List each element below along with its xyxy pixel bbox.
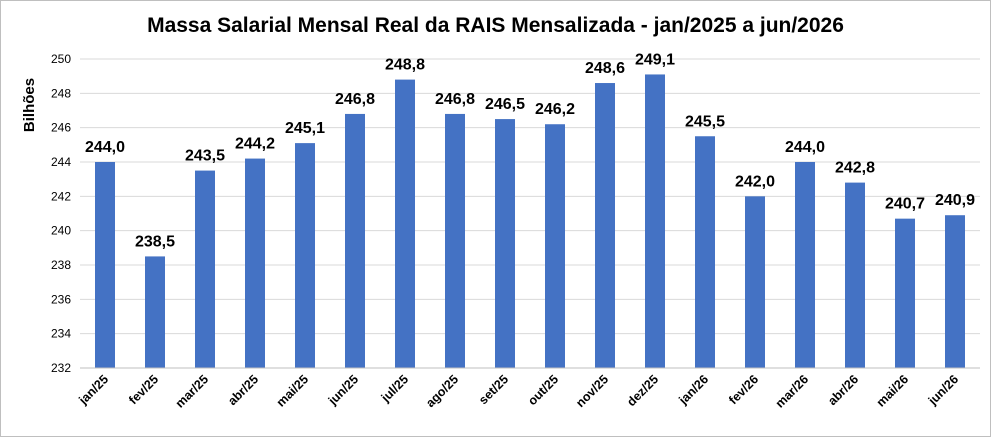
x-tick-label: jan/26 <box>675 372 711 408</box>
y-tick-label: 238 <box>51 258 71 272</box>
data-label: 246,2 <box>535 101 575 118</box>
x-tick-label: mai/26 <box>874 372 911 409</box>
x-tick-label: set/25 <box>476 372 511 407</box>
data-label: 238,5 <box>135 233 175 250</box>
bar <box>895 218 915 368</box>
data-label: 243,5 <box>185 148 225 165</box>
data-label: 242,8 <box>835 160 875 177</box>
data-label: 244,2 <box>235 136 275 153</box>
x-tick-label: ago/25 <box>423 372 461 410</box>
bar <box>145 256 165 368</box>
x-tick-label: jan/25 <box>75 372 111 408</box>
y-tick-label: 244 <box>51 155 71 169</box>
bar <box>945 215 965 368</box>
y-tick-label: 246 <box>51 121 71 135</box>
x-tick-label: mar/25 <box>173 372 211 410</box>
data-label: 240,7 <box>885 196 925 213</box>
x-tick-label: mar/26 <box>773 372 811 410</box>
x-tick-label: mai/25 <box>274 372 311 409</box>
bar <box>595 83 615 369</box>
data-label: 242,0 <box>735 173 775 190</box>
data-label: 246,8 <box>335 91 375 108</box>
x-tick-label: abr/25 <box>225 372 261 408</box>
bar <box>845 182 865 368</box>
x-tick-label: out/25 <box>525 372 561 408</box>
data-label: 245,5 <box>685 113 725 130</box>
x-tick-label: fev/26 <box>726 372 761 407</box>
x-tick-label: fev/25 <box>126 372 161 407</box>
bar <box>795 162 815 368</box>
data-label: 246,8 <box>435 91 475 108</box>
bar <box>245 158 265 368</box>
y-tick-label: 232 <box>51 361 71 375</box>
x-tick-label: abr/26 <box>825 372 861 408</box>
x-tick-label: jun/25 <box>325 372 361 408</box>
x-tick-label: dez/25 <box>624 372 661 409</box>
y-tick-label: 248 <box>51 86 71 100</box>
bar <box>195 170 215 368</box>
bar <box>295 143 315 368</box>
data-label: 244,0 <box>85 139 125 156</box>
bar <box>645 74 665 368</box>
bar <box>445 113 465 368</box>
data-label: 245,1 <box>285 120 325 137</box>
x-tick-label: jun/26 <box>925 372 961 408</box>
bar <box>345 113 365 368</box>
data-label: 246,5 <box>485 96 525 113</box>
bar <box>695 136 715 368</box>
bar <box>545 124 565 368</box>
data-label: 248,8 <box>385 57 425 74</box>
y-tick-label: 240 <box>51 224 71 238</box>
x-tick-label: jul/25 <box>378 372 411 405</box>
bar <box>95 162 115 368</box>
data-label: 244,0 <box>785 139 825 156</box>
y-tick-label: 236 <box>51 292 71 306</box>
x-tick-label: nov/25 <box>573 372 611 410</box>
data-label: 248,6 <box>585 60 625 77</box>
chart-title: Massa Salarial Mensal Real da RAIS Mensa… <box>147 14 844 37</box>
y-tick-label: 250 <box>51 52 71 66</box>
data-label: 249,1 <box>635 51 675 68</box>
bar <box>395 79 415 368</box>
y-tick-label: 234 <box>51 327 71 341</box>
data-label: 240,9 <box>935 192 975 209</box>
y-tick-label: 242 <box>51 189 71 203</box>
bar <box>495 119 515 368</box>
bar <box>745 196 765 368</box>
